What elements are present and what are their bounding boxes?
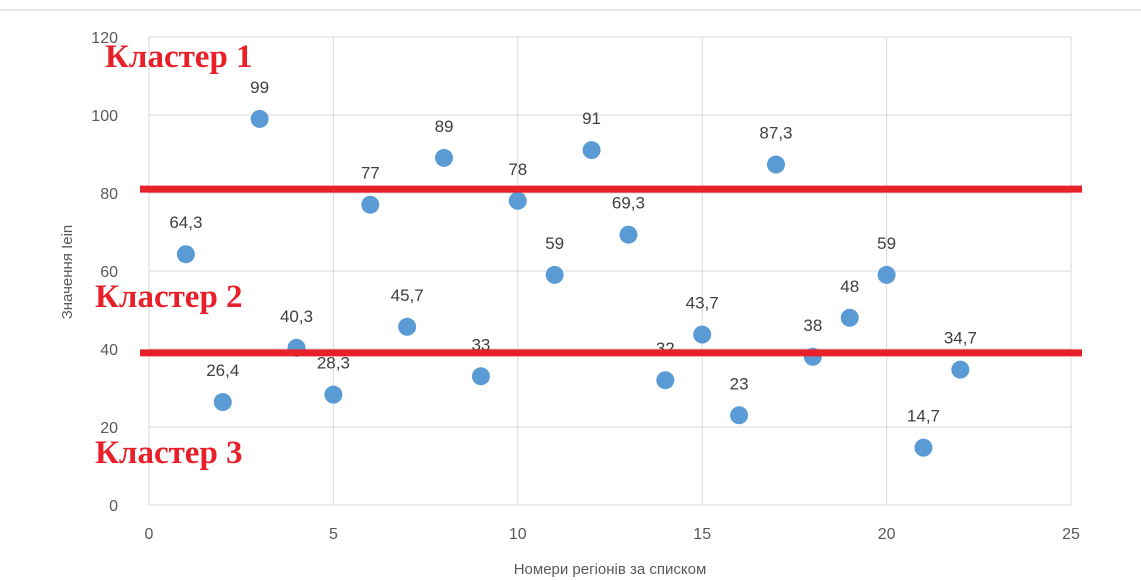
data-label: 48 xyxy=(840,277,859,296)
data-label: 99 xyxy=(250,78,269,97)
data-label: 77 xyxy=(361,164,380,183)
data-point xyxy=(914,438,933,457)
data-labels: 64,326,49940,328,37745,7893378599169,332… xyxy=(169,78,977,426)
data-label: 26,4 xyxy=(206,361,239,380)
data-point xyxy=(361,195,380,214)
data-point xyxy=(508,191,527,210)
data-point xyxy=(176,245,195,264)
y-tick-label: 120 xyxy=(91,30,118,47)
data-point xyxy=(766,155,785,174)
data-point xyxy=(324,385,343,404)
data-label: 23 xyxy=(730,374,749,393)
data-point xyxy=(213,393,232,412)
x-tick-label: 10 xyxy=(509,526,527,543)
y-tick-label: 60 xyxy=(100,264,118,281)
x-tick-label: 25 xyxy=(1062,526,1080,543)
data-label: 43,7 xyxy=(686,294,719,313)
y-axis-ticks: 0 20 40 60 80 100 120 xyxy=(91,30,118,515)
cluster-labels: Кластер 1 Кластер 2 Кластер 3 xyxy=(95,39,253,471)
data-point xyxy=(730,406,749,425)
data-point xyxy=(877,265,896,284)
x-tick-label: 20 xyxy=(878,526,896,543)
cluster-dividers xyxy=(140,185,1082,357)
y-tick-label: 20 xyxy=(100,420,118,437)
data-point xyxy=(250,109,269,128)
data-point xyxy=(582,141,601,160)
data-label: 45,7 xyxy=(391,286,424,305)
cluster-label-2: Кластер 2 xyxy=(95,279,243,315)
y-tick-label: 40 xyxy=(100,342,118,359)
x-axis-ticks: 0 5 10 15 20 25 xyxy=(145,526,1080,543)
data-label: 59 xyxy=(877,234,896,253)
data-point xyxy=(951,360,970,379)
data-label: 78 xyxy=(508,160,527,179)
x-axis-title: Номери регіонів за списком xyxy=(514,561,707,578)
data-point xyxy=(656,371,675,390)
data-label: 91 xyxy=(582,109,601,128)
x-tick-label: 0 xyxy=(145,526,154,543)
data-label: 40,3 xyxy=(280,307,313,326)
x-tick-label: 5 xyxy=(329,526,338,543)
x-tick-label: 15 xyxy=(693,526,711,543)
data-label: 87,3 xyxy=(759,124,792,143)
cluster-label-3: Кластер 3 xyxy=(95,435,243,471)
data-point xyxy=(545,265,564,284)
data-point xyxy=(435,148,454,167)
data-label: 28,3 xyxy=(317,354,350,373)
y-tick-label: 80 xyxy=(100,186,118,203)
data-point xyxy=(693,325,712,344)
cluster-label-1: Кластер 1 xyxy=(105,39,253,75)
data-label: 89 xyxy=(435,117,454,136)
data-label: 14,7 xyxy=(907,407,940,426)
grid xyxy=(148,36,1072,506)
data-label: 64,3 xyxy=(169,213,202,232)
y-tick-label: 100 xyxy=(91,108,118,125)
data-label: 38 xyxy=(803,316,822,335)
data-label: 69,3 xyxy=(612,194,645,213)
data-point xyxy=(840,308,859,327)
y-axis-title: Значення Iein xyxy=(59,225,76,320)
data-label: 59 xyxy=(545,234,564,253)
data-label: 34,7 xyxy=(944,329,977,348)
data-point xyxy=(619,225,638,244)
data-point xyxy=(471,367,490,386)
y-tick-label: 0 xyxy=(109,498,118,515)
data-point xyxy=(398,317,417,336)
